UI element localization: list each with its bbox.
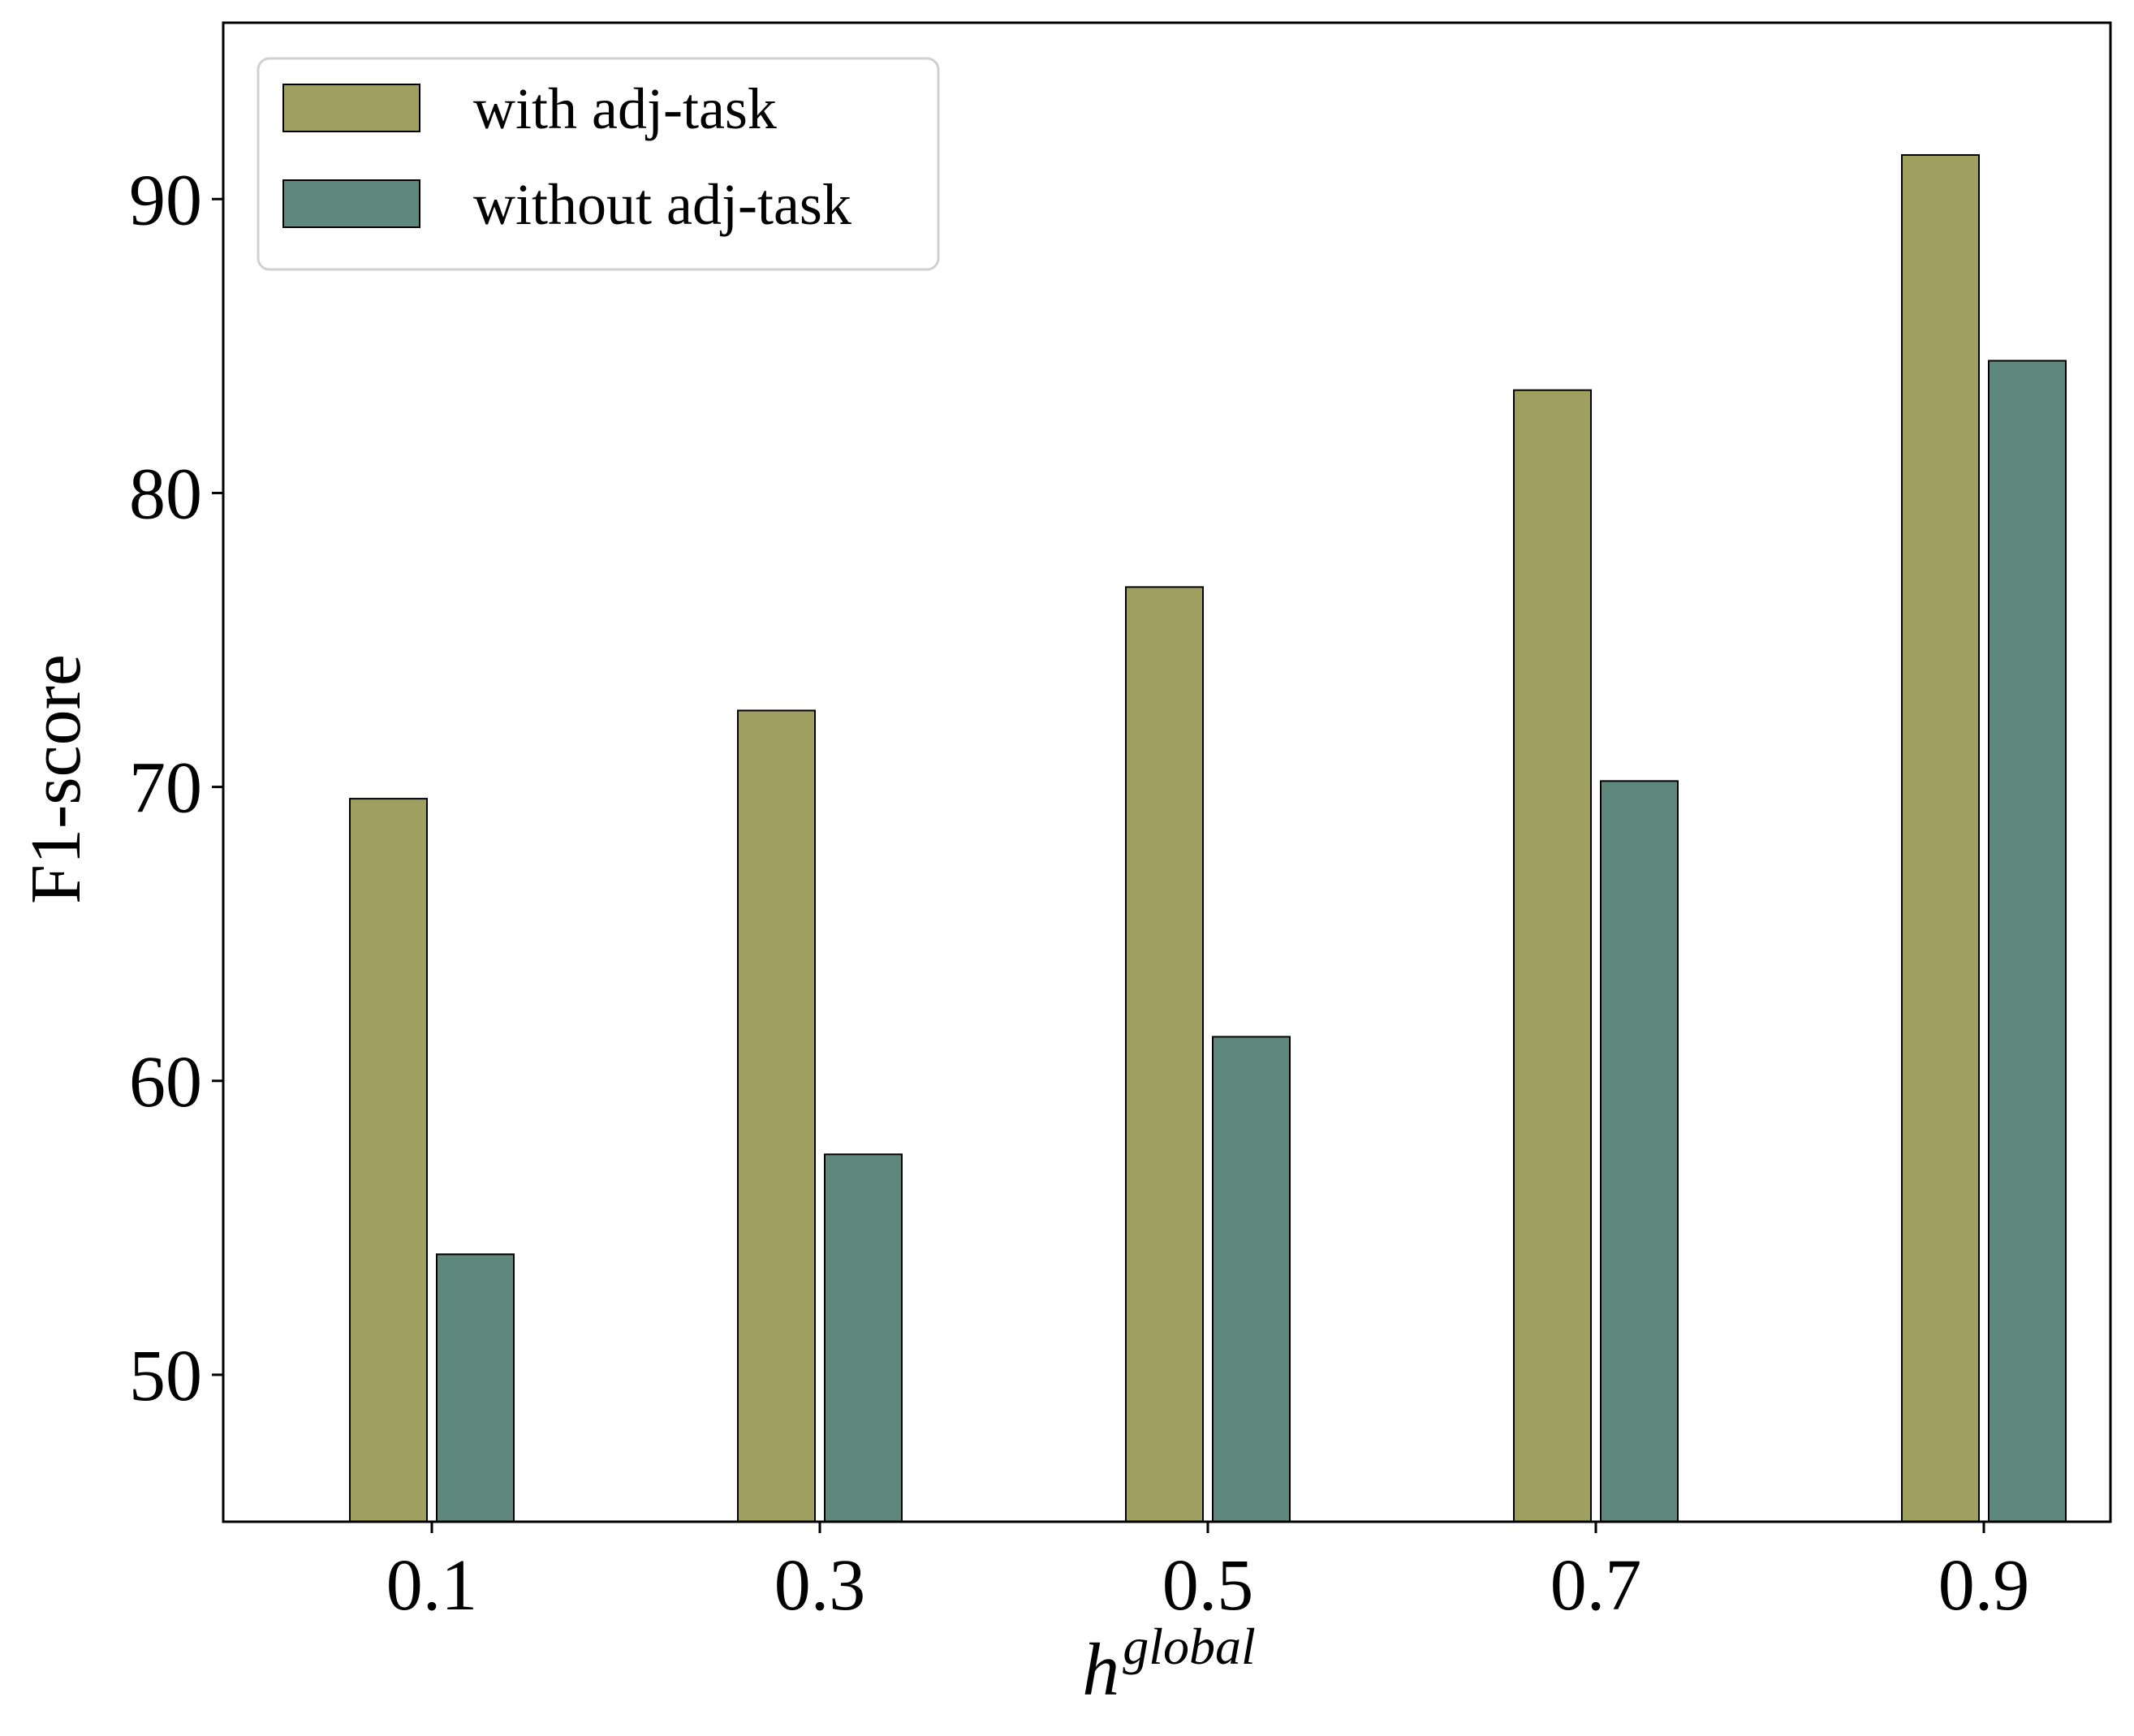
x-axis-title: h global xyxy=(1082,1618,1256,1711)
legend-swatch-with-adj-task xyxy=(282,84,420,132)
y-axis: 50 60 70 80 90 xyxy=(129,160,223,1416)
y-tick-label-80: 80 xyxy=(129,454,202,534)
bars-layer xyxy=(349,153,2067,1523)
y-axis-title: F1-score xyxy=(17,654,96,904)
legend: with adj-task without adj-task xyxy=(257,57,940,271)
bar-with-adj-task-0.5 xyxy=(1125,586,1204,1523)
bar-without-adj-task-0.1 xyxy=(436,1253,515,1523)
x-tick-label-0.5: 0.5 xyxy=(1162,1545,1254,1626)
bar-without-adj-task-0.3 xyxy=(824,1153,903,1523)
x-tick-label-0.3: 0.3 xyxy=(774,1545,866,1626)
y-tick-label-50: 50 xyxy=(129,1336,202,1416)
bar-with-adj-task-0.7 xyxy=(1513,389,1592,1523)
bar-with-adj-task-0.9 xyxy=(1901,153,1980,1523)
x-tick-label-0.7: 0.7 xyxy=(1550,1545,1642,1626)
bar-without-adj-task-0.9 xyxy=(1988,360,2067,1523)
legend-label-with-adj-task: with adj-task xyxy=(473,76,777,141)
x-axis-title-superscript: global xyxy=(1123,1618,1256,1675)
y-tick-label-70: 70 xyxy=(129,748,202,829)
legend-frame xyxy=(257,57,940,271)
bar-without-adj-task-0.5 xyxy=(1212,1036,1291,1523)
legend-swatch-without-adj-task xyxy=(282,179,420,228)
bar-without-adj-task-0.7 xyxy=(1600,780,1679,1523)
bar-with-adj-task-0.3 xyxy=(737,709,816,1523)
y-tick-label-60: 60 xyxy=(129,1042,202,1122)
x-tick-label-0.1: 0.1 xyxy=(386,1545,478,1626)
x-axis-title-base: h xyxy=(1082,1628,1119,1711)
plot-area-frame xyxy=(222,21,2112,1523)
x-axis: 0.1 0.3 0.5 0.7 0.9 xyxy=(386,1522,2030,1626)
bar-with-adj-task-0.1 xyxy=(349,798,428,1523)
legend-label-without-adj-task: without adj-task xyxy=(473,172,851,237)
x-tick-label-0.9: 0.9 xyxy=(1938,1545,2030,1626)
y-tick-label-90: 90 xyxy=(129,160,202,240)
